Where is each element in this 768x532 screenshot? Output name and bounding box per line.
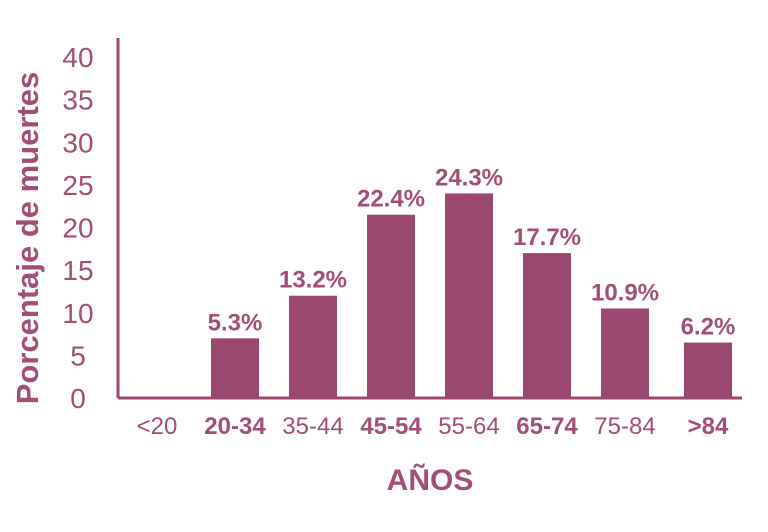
y-tick-label: 30 — [62, 127, 93, 158]
data-label: 10.9% — [591, 279, 659, 306]
y-tick-label: 20 — [62, 213, 93, 244]
x-tick-label: 45-54 — [360, 413, 422, 440]
bar-7 — [601, 308, 649, 398]
x-axis-title: AÑOS — [387, 463, 474, 497]
bar-2 — [211, 338, 259, 398]
y-tick-label: 25 — [62, 170, 93, 201]
x-tick-label: 75-84 — [594, 413, 655, 440]
x-tick-label: 35-44 — [282, 413, 343, 440]
y-tick-label: 35 — [62, 85, 93, 116]
bar-5 — [445, 193, 493, 398]
data-label: 17.7% — [513, 224, 581, 251]
y-tick-label: 5 — [70, 340, 86, 371]
y-tick-label: 15 — [62, 255, 93, 286]
data-label: 6.2% — [681, 314, 736, 341]
data-label: 5.3% — [208, 309, 263, 336]
y-tick-label: 40 — [62, 42, 93, 73]
y-axis-title: Porcentaje de muertes — [10, 72, 45, 405]
bar-8 — [684, 342, 732, 398]
bar-6 — [523, 253, 571, 398]
y-tick-label: 10 — [62, 298, 93, 329]
bar-4 — [367, 214, 415, 398]
x-tick-label: <20 — [137, 413, 178, 440]
bars-layer — [211, 193, 732, 398]
x-tick-label: 55-64 — [438, 413, 499, 440]
data-label: 13.2% — [279, 267, 347, 294]
y-tick-label: 0 — [70, 383, 86, 414]
data-label: 22.4% — [357, 186, 425, 213]
grid-layer — [118, 56, 742, 357]
x-tick-label: 65-74 — [516, 413, 578, 440]
x-tick-label: 20-34 — [204, 413, 266, 440]
data-label: 24.3% — [435, 164, 503, 191]
x-tick-label: >84 — [688, 413, 729, 440]
bar-3 — [289, 295, 337, 398]
label-layer: 0 5 10 15 20 25 30 35 40 <20 5.3% 20-34 13.2% 35-44 22… — [62, 42, 735, 440]
axis-layer — [116, 38, 742, 400]
